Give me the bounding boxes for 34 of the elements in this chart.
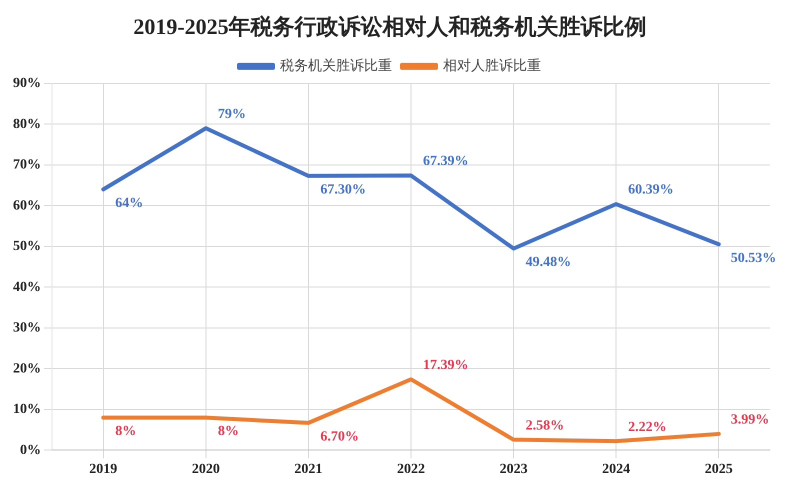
x-tick-label: 2019	[89, 462, 118, 478]
data-label: 3.99%	[730, 412, 770, 428]
x-tick-label: 2022	[397, 462, 425, 478]
y-tick-label: 90%	[13, 76, 41, 92]
x-tick-label: 2020	[192, 462, 220, 478]
y-tick-label: 50%	[13, 239, 41, 254]
y-tick-label: 40%	[13, 280, 41, 295]
data-label: 60.39%	[628, 182, 674, 198]
y-tick-label: 20%	[13, 361, 41, 376]
legend-label: 税务机关胜诉比重	[280, 58, 392, 74]
x-tick-label: 2024	[602, 462, 630, 478]
x-tick-label: 2025	[704, 462, 733, 478]
data-label: 50.53%	[730, 250, 776, 266]
data-label: 2.58%	[526, 418, 564, 434]
legend-label: 相对人胜诉比重	[443, 58, 541, 74]
data-label: 79%	[218, 106, 246, 122]
chart-title: 2019-2025年税务行政诉讼相对人和税务机关胜诉比例	[133, 14, 647, 39]
y-tick-label: 60%	[13, 198, 41, 214]
y-tick-label: 0%	[20, 442, 41, 458]
y-tick-label: 70%	[13, 158, 41, 173]
y-tick-label: 30%	[13, 320, 41, 336]
data-label: 6.70%	[320, 430, 359, 445]
y-tick-label: 10%	[13, 402, 41, 418]
data-label: 8%	[218, 424, 239, 440]
y-tick-label: 80%	[13, 116, 41, 132]
data-label: 67.30%	[320, 182, 366, 198]
x-tick-label: 2023	[500, 462, 528, 478]
data-label: 64%	[115, 196, 144, 211]
data-label: 17.39%	[423, 358, 468, 373]
x-tick-label: 2021	[294, 462, 322, 478]
data-label: 8%	[115, 424, 136, 440]
data-label: 2.22%	[628, 420, 667, 435]
data-label: 49.48%	[526, 255, 572, 270]
data-label: 67.39%	[423, 154, 468, 170]
